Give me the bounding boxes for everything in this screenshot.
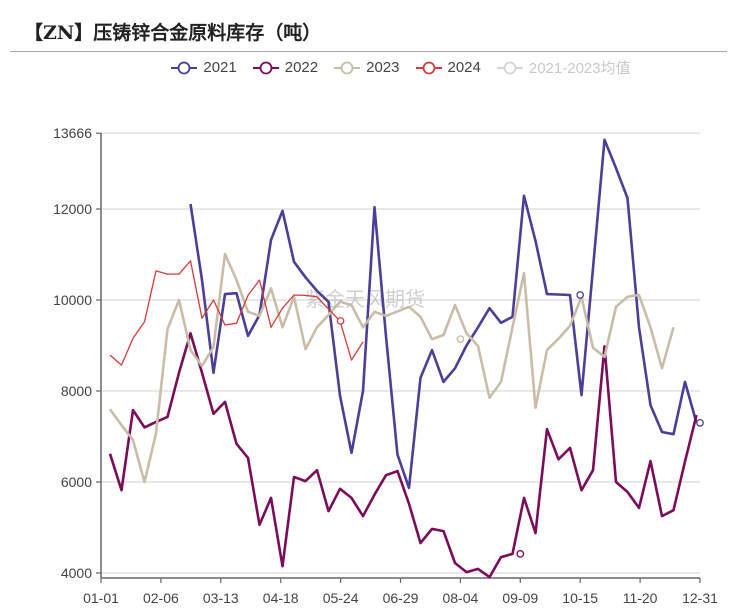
data-point-marker[interactable]	[576, 291, 585, 299]
x-tick-label: 10-15	[562, 590, 598, 606]
chart-title: 【ZN】压铸锌合金原料库存（吨）	[24, 22, 322, 44]
x-tick-label: 03-13	[203, 590, 239, 606]
x-tick-label: 08-04	[442, 590, 478, 606]
legend-item-2021-2023-[interactable]: 2021-2023均值	[496, 57, 631, 78]
x-tick-label: 02-06	[143, 590, 179, 606]
title-divider	[10, 51, 727, 52]
legend-line-circle-icon	[171, 61, 198, 74]
legend-line-circle-icon	[334, 61, 361, 74]
data-point-marker[interactable]	[516, 550, 525, 558]
legend-item-2022[interactable]: 2022	[252, 57, 319, 78]
x-tick-label: 04-18	[263, 590, 299, 606]
legend-item-2024[interactable]: 2024	[415, 57, 481, 78]
x-tick-label: 12-31	[682, 590, 718, 606]
y-tick-label: 6000	[61, 474, 92, 490]
legend-label: 2021	[203, 59, 237, 76]
y-tick-label: 8000	[61, 383, 92, 399]
series-line-2023[interactable]	[108, 252, 675, 484]
legend-line-circle-icon	[496, 61, 523, 74]
series-line-2024[interactable]	[109, 260, 364, 366]
chart-legend: 2021 2022 2023 2024 2021-2023均值	[0, 57, 742, 78]
legend-label: 2023	[366, 59, 400, 76]
series-line-2022[interactable]	[108, 331, 698, 579]
data-point-marker[interactable]	[696, 418, 704, 427]
y-tick-label: 13666	[53, 125, 92, 141]
data-point-marker[interactable]	[336, 317, 345, 325]
x-tick-label: 11-20	[623, 590, 658, 606]
data-point-marker[interactable]	[456, 335, 465, 343]
x-tick-label: 01-01	[83, 590, 119, 606]
series-line-2021[interactable]	[189, 138, 698, 490]
y-tick-label: 10000	[53, 292, 92, 308]
x-tick-label: 09-09	[502, 590, 538, 606]
legend-label: 2022	[284, 59, 319, 76]
y-tick-label: 12000	[53, 201, 92, 217]
legend-line-circle-icon	[252, 61, 279, 74]
legend-item-2021[interactable]: 2021	[171, 57, 237, 78]
legend-label: 2024	[447, 59, 481, 76]
legend-line-circle-icon	[415, 61, 442, 74]
legend-item-2023[interactable]: 2023	[334, 57, 400, 78]
legend-label: 2021-2023均值	[528, 60, 631, 77]
y-tick-label: 4000	[61, 565, 92, 581]
x-tick-label: 06-29	[383, 590, 419, 606]
x-tick-label: 05-24	[323, 590, 359, 606]
